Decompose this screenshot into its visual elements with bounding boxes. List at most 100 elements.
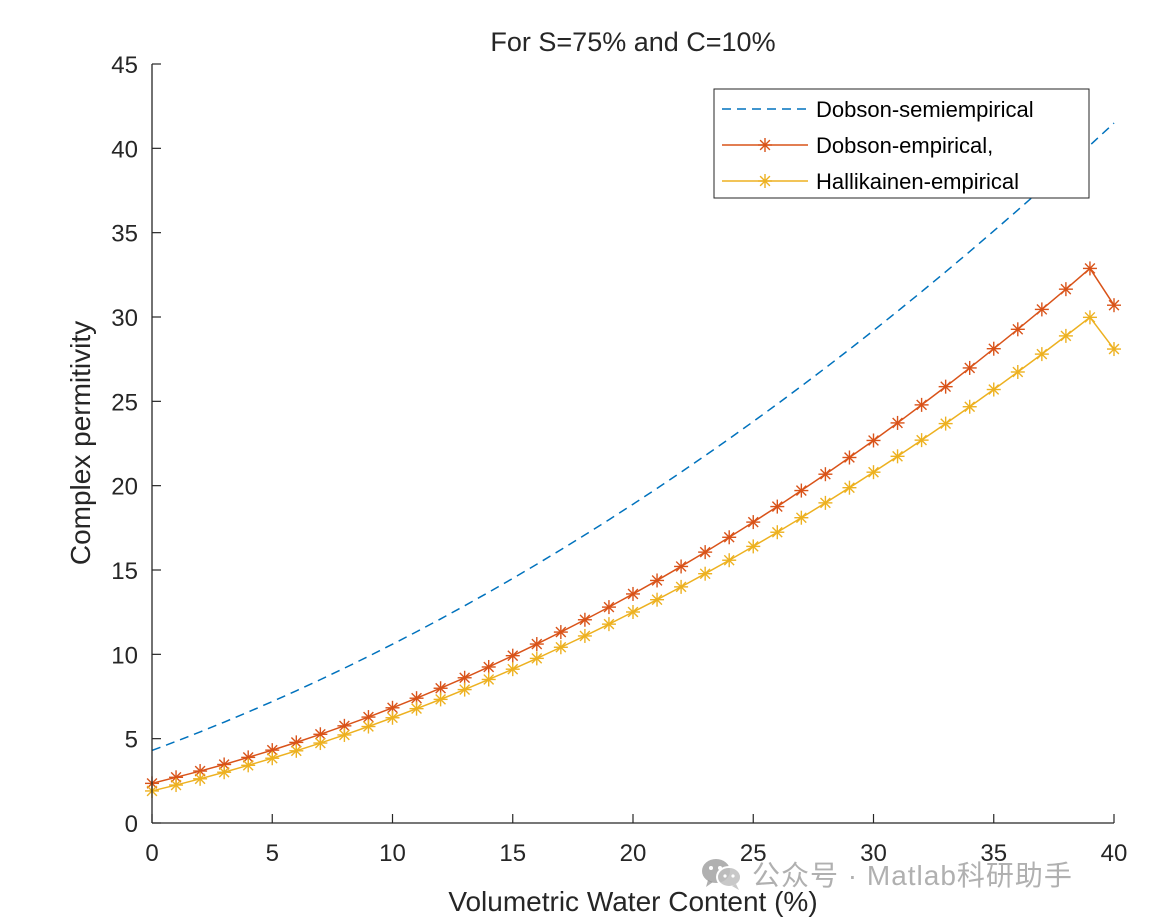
data-point (553, 640, 568, 655)
data-point (217, 765, 232, 780)
data-point (289, 743, 304, 758)
data-point (770, 499, 785, 514)
asterisk-stroke (290, 745, 302, 757)
data-point (361, 710, 376, 725)
data-point (1107, 298, 1121, 313)
asterisk-stroke (531, 638, 543, 650)
asterisk-stroke (892, 450, 903, 462)
legend-swatch-marker (758, 138, 772, 152)
asterisk-stroke (844, 452, 855, 463)
asterisk-stroke (651, 594, 663, 606)
x-tick-label: 20 (620, 840, 647, 867)
data-point (601, 600, 616, 615)
tick-labels: 0 5 10 15 20 25 30 35 40 0 5 10 15 20 25 30 35 40 45 (111, 52, 1127, 867)
series-dobson-semiempirical (151, 122, 1115, 752)
y-tick-label: 25 (111, 389, 138, 416)
asterisk-stroke (170, 771, 182, 783)
data-point (457, 670, 472, 685)
watermark: 公众号 · Matlab科研助手 (700, 850, 1073, 898)
data-point (722, 530, 737, 545)
asterisk-stroke (579, 630, 591, 642)
data-point (1058, 328, 1073, 343)
asterisk-stroke (435, 693, 446, 705)
x-tick-label: 5 (266, 840, 279, 867)
x-tick-label: 35 (980, 840, 1007, 867)
data-point (481, 672, 496, 687)
data-point (1058, 282, 1073, 297)
y-tick-label: 30 (111, 305, 138, 332)
asterisk-stroke (988, 343, 1000, 355)
data-point (1034, 347, 1049, 362)
data-point (938, 416, 953, 431)
data-point (818, 467, 833, 482)
asterisk-stroke (194, 773, 206, 785)
data-point (1082, 261, 1097, 276)
data-point (433, 692, 448, 707)
data-point (818, 495, 833, 510)
data-point (1082, 310, 1097, 325)
y-tick-label: 15 (111, 558, 138, 585)
asterisk-stroke (435, 682, 446, 694)
x-tick-label: 0 (145, 840, 158, 867)
asterisk-stroke (844, 482, 855, 494)
data-point (529, 651, 544, 666)
asterisk-stroke (723, 554, 735, 566)
y-tick-label: 45 (111, 52, 138, 79)
data-point (962, 360, 977, 375)
series-hallikainen-empirical (145, 310, 1121, 798)
data-point (914, 397, 929, 412)
data-point (962, 399, 977, 414)
asterisk-stroke (771, 501, 783, 512)
asterisk-stroke (531, 652, 543, 664)
y-tick-label: 10 (111, 642, 138, 669)
legend-label: Dobson-semiempirical (816, 97, 1034, 122)
asterisk-stroke (579, 614, 591, 626)
series-dobson-empirical (145, 261, 1121, 791)
data-point (746, 515, 761, 530)
asterisk-stroke (387, 712, 398, 724)
chart-title: For S=75% and C=10% (490, 27, 775, 57)
legend-item: Hallikainen-empirical (722, 169, 1019, 194)
asterisk-stroke (218, 759, 230, 770)
data-point (553, 625, 568, 640)
data-point (626, 604, 640, 619)
asterisk-stroke (868, 466, 879, 478)
data-point (674, 579, 689, 594)
data-point (890, 449, 905, 464)
asterisk-stroke (940, 418, 952, 429)
data-point (986, 341, 1001, 356)
asterisk-stroke (603, 618, 615, 630)
data-point (433, 681, 448, 696)
asterisk-stroke (242, 759, 254, 771)
asterisk-stroke (363, 721, 374, 732)
y-tick-label: 5 (125, 727, 138, 754)
legend-swatch-marker (758, 174, 772, 188)
data-point (914, 433, 929, 448)
legend-item: Dobson-empirical, (722, 133, 993, 158)
asterisk-stroke (627, 588, 639, 600)
asterisk-stroke (314, 728, 326, 740)
asterisk-stroke (290, 736, 302, 748)
asterisk-stroke (771, 526, 783, 538)
asterisk-stroke (266, 744, 278, 756)
data-point (601, 617, 616, 632)
data-point (193, 771, 208, 786)
asterisk-stroke (242, 751, 254, 763)
asterisk-stroke (699, 568, 711, 580)
data-point (577, 612, 592, 627)
data-point (313, 736, 328, 751)
data-point (674, 559, 689, 574)
asterisk-stroke (820, 497, 831, 509)
data-point (361, 719, 376, 734)
asterisk-stroke (411, 703, 422, 715)
asterisk-stroke (747, 516, 759, 528)
data-point (265, 751, 280, 766)
asterisk-stroke (940, 381, 952, 393)
data-point (1107, 342, 1121, 357)
data-point (890, 415, 905, 430)
x-tick-label: 15 (499, 840, 526, 867)
asterisk-stroke (555, 626, 567, 638)
data-point (842, 480, 857, 495)
wechat-icon (702, 859, 742, 890)
x-tick-label: 30 (860, 840, 887, 867)
